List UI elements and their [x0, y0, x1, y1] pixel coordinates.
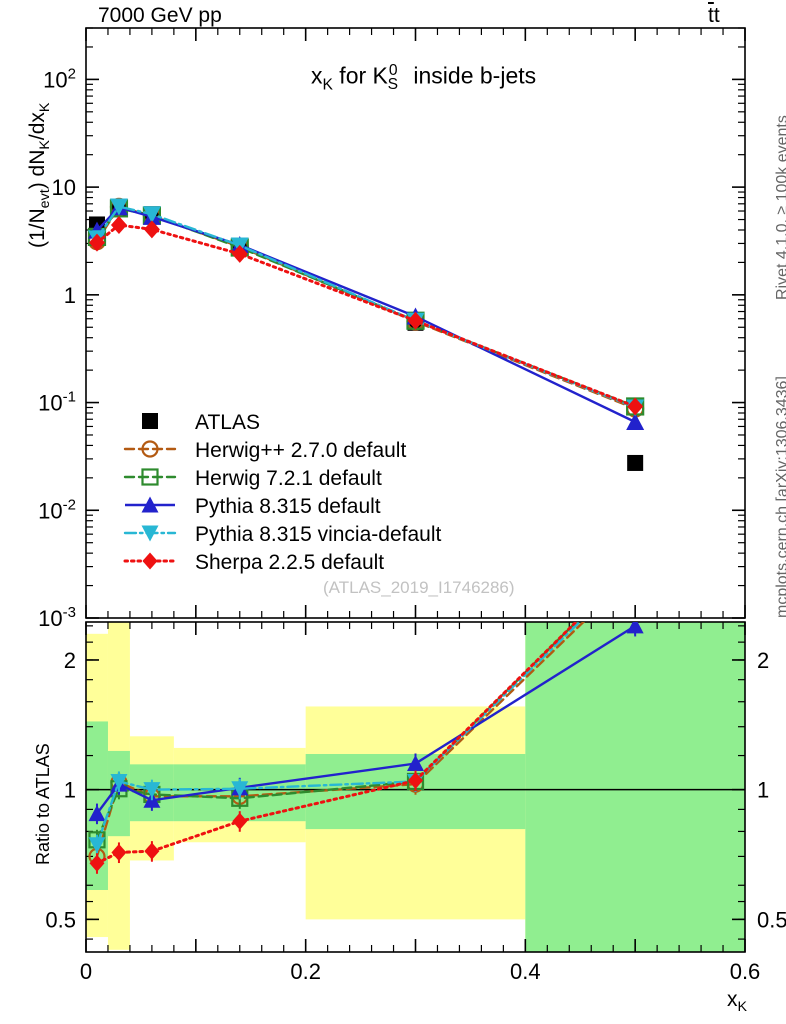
series-line [96, 205, 636, 424]
marker-square-filled [627, 454, 644, 471]
beam-energy-label: 7000 GeV pp [98, 4, 222, 27]
process-label: tt [708, 4, 720, 27]
marker-diamond [407, 311, 424, 330]
marker-diamond [408, 772, 423, 790]
xtick-label: 0.4 [510, 959, 541, 984]
series-herwig-7-2-1-default [87, 199, 645, 416]
main-ytick-label: 10-2 [38, 496, 76, 523]
marker-diamond [142, 552, 158, 570]
marker-triangle-down [109, 198, 128, 216]
band-stat-uncertainty [525, 622, 745, 952]
xtick-label: 0.6 [730, 959, 761, 984]
legend-entry-sherpa-2-2-5-default[interactable]: Sherpa 2.2.5 default [123, 551, 384, 574]
legend-entry-herwig-2-7-0-default[interactable]: Herwig++ 2.7.0 default [123, 439, 406, 462]
marker-triangle-up [141, 496, 159, 513]
ratio-series-sherpa-2-2-5-default [89, 622, 579, 874]
main-panel-title: xK for K0S inside b-jets [311, 62, 537, 94]
legend-label: Pythia 8.315 default [195, 495, 381, 518]
series-pythia-8-315-vincia-default [87, 198, 645, 417]
marker-circle-open [141, 440, 159, 458]
marker-triangle-down [110, 773, 128, 790]
ratio-ytick-label-right: 1 [757, 778, 769, 803]
marker-diamond [232, 812, 248, 830]
series-sherpa-2-2-5-default [88, 215, 644, 416]
marker-triangle-down [143, 782, 161, 799]
legend-label: Herwig++ 2.7.0 default [195, 439, 406, 462]
main-ytick-label: 102 [43, 65, 76, 92]
marker-diamond [143, 220, 160, 239]
marker-diamond [88, 233, 105, 252]
marker-square-open [141, 468, 159, 486]
marker-diamond [111, 843, 127, 861]
legend-label: Pythia 8.315 vincia-default [195, 523, 441, 546]
marker-diamond [89, 854, 105, 872]
main-ytick-label: 10 [52, 175, 76, 200]
legend-entry-herwig-7-2-1-default[interactable]: Herwig 7.2.1 default [123, 467, 382, 490]
ratio-ytick-label: 0.5 [45, 907, 76, 932]
marker-triangle-down [142, 206, 161, 224]
legend-entry-pythia-8-315-default[interactable]: Pythia 8.315 default [125, 495, 381, 518]
ratio-ytick-label-right: 0.5 [757, 907, 786, 932]
marker-triangle-up [626, 622, 644, 634]
main-ytick-label: 1 [64, 283, 76, 308]
main-ytick-label: 10-1 [38, 389, 76, 416]
legend-label: ATLAS [195, 411, 260, 434]
xtick-label: 0.2 [290, 959, 321, 984]
marker-diamond [627, 397, 644, 416]
marker-diamond [144, 842, 160, 860]
legend-label: Sherpa 2.2.5 default [195, 551, 384, 574]
series-pythia-8-315-default [87, 198, 645, 430]
ratio-panel-series [88, 622, 644, 874]
marker-triangle-down [231, 781, 249, 798]
analysis-id-watermark: (ATLAS_2019_I1746286) [323, 578, 515, 597]
legend-entry-atlas[interactable]: ATLAS [142, 411, 260, 434]
legend-label: Herwig 7.2.1 default [195, 467, 382, 490]
ratio-ytick-label: 1 [64, 778, 76, 803]
ratio-ytick-label: 2 [64, 648, 76, 673]
legend: ATLAS Herwig++ 2.7.0 default Herwig 7.2.1 … [123, 411, 441, 574]
marker-triangle-down [141, 525, 159, 542]
xtick-label: 0 [80, 959, 92, 984]
main-ytick-label: 10-3 [38, 604, 76, 631]
series-herwig-2-7-0-default [87, 197, 645, 418]
legend-entry-pythia-8-315-vincia-default[interactable]: Pythia 8.315 vincia-default [123, 523, 441, 546]
xaxis-label: xK [727, 988, 748, 1016]
marker-triangle-up [88, 805, 106, 822]
ratio-series-line [95, 622, 582, 846]
marker-triangle-down [88, 837, 106, 854]
series-line [95, 223, 637, 408]
series-atlas [88, 200, 644, 471]
marker-triangle-up [407, 755, 424, 772]
main-panel-series [87, 197, 645, 471]
ratio-ytick-label-right: 2 [757, 648, 769, 673]
marker-diamond [110, 215, 127, 234]
marker-square-filled [142, 413, 158, 429]
marker-diamond [231, 244, 248, 263]
marker-triangle-up [626, 412, 645, 430]
